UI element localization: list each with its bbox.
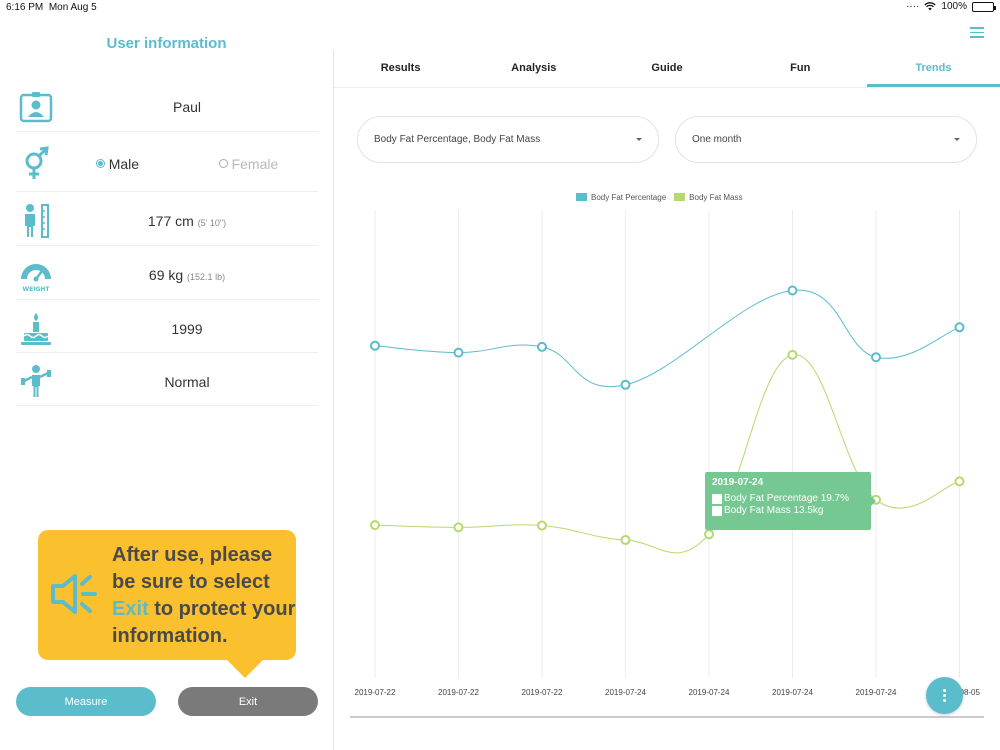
tooltip-line-fat-mass: Body Fat Mass 13.5kg	[712, 505, 864, 517]
user-name: Paul	[172, 98, 202, 115]
metric-select-value: Body Fat Percentage, Body Fat Mass	[374, 134, 541, 145]
data-point[interactable]	[537, 520, 547, 531]
chart-legend: Body Fat Percentage Body Fat Mass	[576, 193, 743, 202]
hamburger-menu-icon[interactable]	[970, 27, 984, 39]
tab-trends[interactable]: Trends	[866, 50, 1000, 87]
tab-results[interactable]: Results	[380, 62, 421, 74]
data-point[interactable]	[954, 322, 965, 333]
weight-row: WEIGHT 69 kg (152.1 lb)	[16, 251, 318, 300]
battery-percent: 100%	[941, 1, 967, 12]
weight-scale-icon: WEIGHT	[16, 255, 56, 295]
height-value: 177 cm (5' 10")	[147, 213, 227, 229]
panel-divider	[333, 50, 334, 750]
activity-level-value: Normal	[164, 373, 210, 390]
birth-year-row: 1999	[16, 305, 318, 353]
status-time: 6:16 PM Mon Aug 5	[6, 2, 97, 13]
notice-text: After use, please be sure to select Exit…	[112, 544, 296, 647]
notice-tail	[225, 658, 265, 678]
birthday-cake-icon	[16, 309, 56, 349]
data-point[interactable]	[871, 352, 881, 363]
legend-label-fat-mass: Body Fat Mass	[689, 193, 743, 202]
female-radio[interactable]: Female	[218, 156, 279, 172]
trend-chart: 2019-07-22 2019-07-22 2019-07-22 2019-07-24…	[350, 210, 984, 718]
wifi-icon	[924, 2, 937, 11]
exercise-icon	[16, 362, 56, 402]
x-tick-label: 2019-07-24	[856, 688, 897, 697]
data-point[interactable]	[370, 520, 380, 531]
metric-chevron-down-icon	[636, 138, 642, 141]
name-row: Paul	[16, 82, 318, 132]
period-select[interactable]: One month	[675, 116, 977, 163]
data-point[interactable]	[370, 340, 380, 351]
female-radio-dot	[218, 159, 228, 168]
series-line-1	[374, 354, 960, 554]
chart-tooltip: 2019-07-24 Body Fat Percentage 19.7% Bod…	[705, 472, 876, 530]
more-options-button[interactable]	[926, 677, 963, 714]
tab-bar: Results Analysis Guide Fun Trends	[334, 50, 1000, 88]
speaker-icon	[50, 572, 100, 621]
period-select-value: One month	[692, 134, 742, 145]
gender-row: Male Female	[16, 137, 318, 192]
status-bar: 6:16 PM Mon Aug 5 ···· 100%	[0, 0, 1000, 16]
id-card-icon	[16, 87, 56, 127]
male-radio[interactable]: Male	[95, 156, 140, 172]
data-point[interactable]	[787, 285, 798, 296]
user-info-title: User information	[106, 35, 227, 52]
tooltip-line-fat-pct: Body Fat Percentage 19.7%	[712, 493, 864, 505]
birth-year-value: 1999	[171, 320, 203, 337]
x-tick-label: 2019-07-24	[772, 688, 813, 697]
data-point[interactable]	[620, 535, 631, 546]
data-point[interactable]	[453, 522, 464, 533]
x-tick-label: 2019-07-22	[355, 688, 396, 697]
tooltip-date: 2019-07-24	[712, 477, 764, 488]
legend-swatch-fat-mass	[674, 193, 686, 201]
data-point[interactable]	[704, 529, 714, 540]
signal-dots-icon: ····	[906, 1, 920, 12]
tab-guide[interactable]: Guide	[651, 62, 683, 74]
exit-button[interactable]: Exit	[178, 687, 318, 716]
status-right: ···· 100%	[906, 1, 996, 12]
weight-value: 69 kg (152.1 lb)	[148, 267, 226, 283]
x-tick-label: 2019-07-22	[438, 688, 479, 697]
metric-select[interactable]: Body Fat Percentage, Body Fat Mass	[357, 116, 659, 163]
data-point[interactable]	[620, 379, 631, 390]
x-tick-label: 2019-07-24	[605, 688, 646, 697]
tab-fun[interactable]: Fun	[790, 62, 811, 74]
legend-item-body-fat-mass[interactable]: Body Fat Mass	[674, 193, 743, 202]
legend-label-fat-pct: Body Fat Percentage	[591, 193, 667, 202]
weight-icon-label: WEIGHT	[23, 286, 51, 293]
male-radio-dot	[95, 159, 105, 168]
female-label: Female	[231, 156, 279, 172]
x-tick-label: 2019-07-22	[522, 688, 563, 697]
height-icon	[16, 201, 56, 241]
data-point[interactable]	[453, 347, 464, 358]
data-point[interactable]	[537, 341, 547, 352]
gender-icon	[16, 144, 56, 184]
legend-item-body-fat-percentage[interactable]: Body Fat Percentage	[576, 193, 666, 202]
activity-row: Normal	[16, 358, 318, 406]
tab-analysis[interactable]: Analysis	[511, 62, 557, 74]
height-row: 177 cm (5' 10")	[16, 197, 318, 246]
x-tick-label: 2019-07-24	[689, 688, 730, 697]
battery-icon	[972, 1, 996, 12]
series-line-0	[374, 289, 960, 388]
data-point[interactable]	[954, 476, 965, 487]
data-point[interactable]	[787, 349, 798, 360]
period-chevron-down-icon	[954, 138, 960, 141]
measure-button[interactable]: Measure	[16, 687, 156, 716]
male-label: Male	[108, 156, 140, 172]
exit-reminder-notice: After use, please be sure to select Exit…	[38, 530, 296, 678]
legend-swatch-fat-pct	[576, 193, 587, 201]
